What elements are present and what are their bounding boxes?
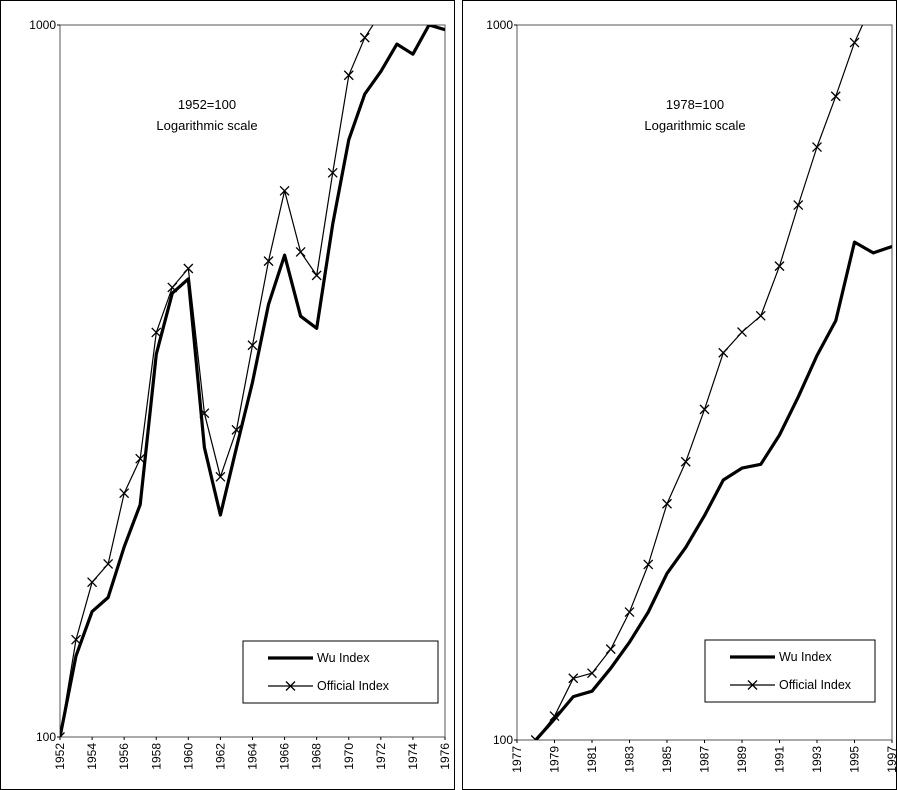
legend-label: Wu Index <box>779 650 832 664</box>
y-tick-label: 100 <box>493 733 513 747</box>
x-tick-label: 1952 <box>53 743 67 770</box>
data-point-marker <box>813 143 822 152</box>
data-point-marker <box>216 472 225 481</box>
x-tick-label: 1985 <box>660 746 674 773</box>
y-tick-label: 100 <box>36 730 56 744</box>
x-tick-label: 1977 <box>510 746 524 773</box>
data-point-marker <box>88 578 97 587</box>
data-point-marker <box>569 674 578 683</box>
chart-panel-1: 100 1000 1952 1954 1956 1958 1960 1962 1964 1966 1… <box>1 1 455 790</box>
data-point-marker <box>168 283 177 292</box>
annotation-text: Logarithmic scale <box>156 118 257 133</box>
x-tick-label: 1962 <box>213 743 227 770</box>
data-point-marker <box>644 560 653 569</box>
data-point-marker <box>625 608 634 617</box>
x-tick-label: 1954 <box>85 743 99 770</box>
x-tick-label: 1976 <box>438 743 452 770</box>
legend: Wu Index Official Index <box>243 641 438 703</box>
data-point-marker <box>719 348 728 357</box>
x-tick-label: 1974 <box>406 743 420 770</box>
data-point-marker <box>831 92 840 101</box>
y-tick-label: 1000 <box>486 18 513 32</box>
data-point-marker <box>663 499 672 508</box>
x-tick-label: 1987 <box>698 746 712 773</box>
data-point-marker <box>296 247 305 256</box>
y-tick-label: 1000 <box>29 18 56 32</box>
data-point-marker <box>681 457 690 466</box>
x-tick-label: 1970 <box>342 743 356 770</box>
annotation-text: 1978=100 <box>666 97 724 112</box>
x-tick-label: 1983 <box>623 746 637 773</box>
x-tick-label: 1956 <box>117 743 131 770</box>
data-point-marker <box>588 669 597 678</box>
x-tick-label: 1964 <box>246 743 260 770</box>
data-point-marker <box>700 405 709 414</box>
x-tick-label: 1966 <box>278 743 292 770</box>
chart-panel-2: 100 1000 1977 1979 1981 1983 1985 1987 1989 1991 1… <box>463 0 897 789</box>
x-tick-label: 1997 <box>885 746 897 773</box>
data-point-marker <box>376 8 385 17</box>
x-tick-label: 1972 <box>374 743 388 770</box>
x-tick-label: 1960 <box>181 743 195 770</box>
annotation-text: 1952=100 <box>178 97 236 112</box>
x-tick-label: 1991 <box>773 746 787 773</box>
data-point-marker <box>756 311 765 320</box>
x-tick-label: 1968 <box>310 743 324 770</box>
data-point-marker <box>850 38 859 47</box>
legend: Wu Index Official Index <box>705 640 875 702</box>
data-point-marker <box>738 328 747 337</box>
data-point-marker <box>360 33 369 42</box>
data-point-marker <box>775 262 784 271</box>
data-point-marker <box>794 201 803 210</box>
legend-label: Wu Index <box>317 651 370 665</box>
legend-label: Official Index <box>779 678 852 692</box>
x-tick-label: 1995 <box>848 746 862 773</box>
annotation-text: Logarithmic scale <box>644 118 745 133</box>
data-point-marker <box>280 186 289 195</box>
data-point-marker <box>264 257 273 266</box>
x-tick-label: 1958 <box>149 743 163 770</box>
x-tick-label: 1993 <box>810 746 824 773</box>
data-point-marker <box>104 559 113 568</box>
legend-label: Official Index <box>317 679 390 693</box>
data-point-marker <box>606 645 615 654</box>
data-point-marker <box>120 489 129 498</box>
x-tick-label: 1989 <box>735 746 749 773</box>
x-tick-label: 1981 <box>585 746 599 773</box>
x-tick-label: 1979 <box>548 746 562 773</box>
